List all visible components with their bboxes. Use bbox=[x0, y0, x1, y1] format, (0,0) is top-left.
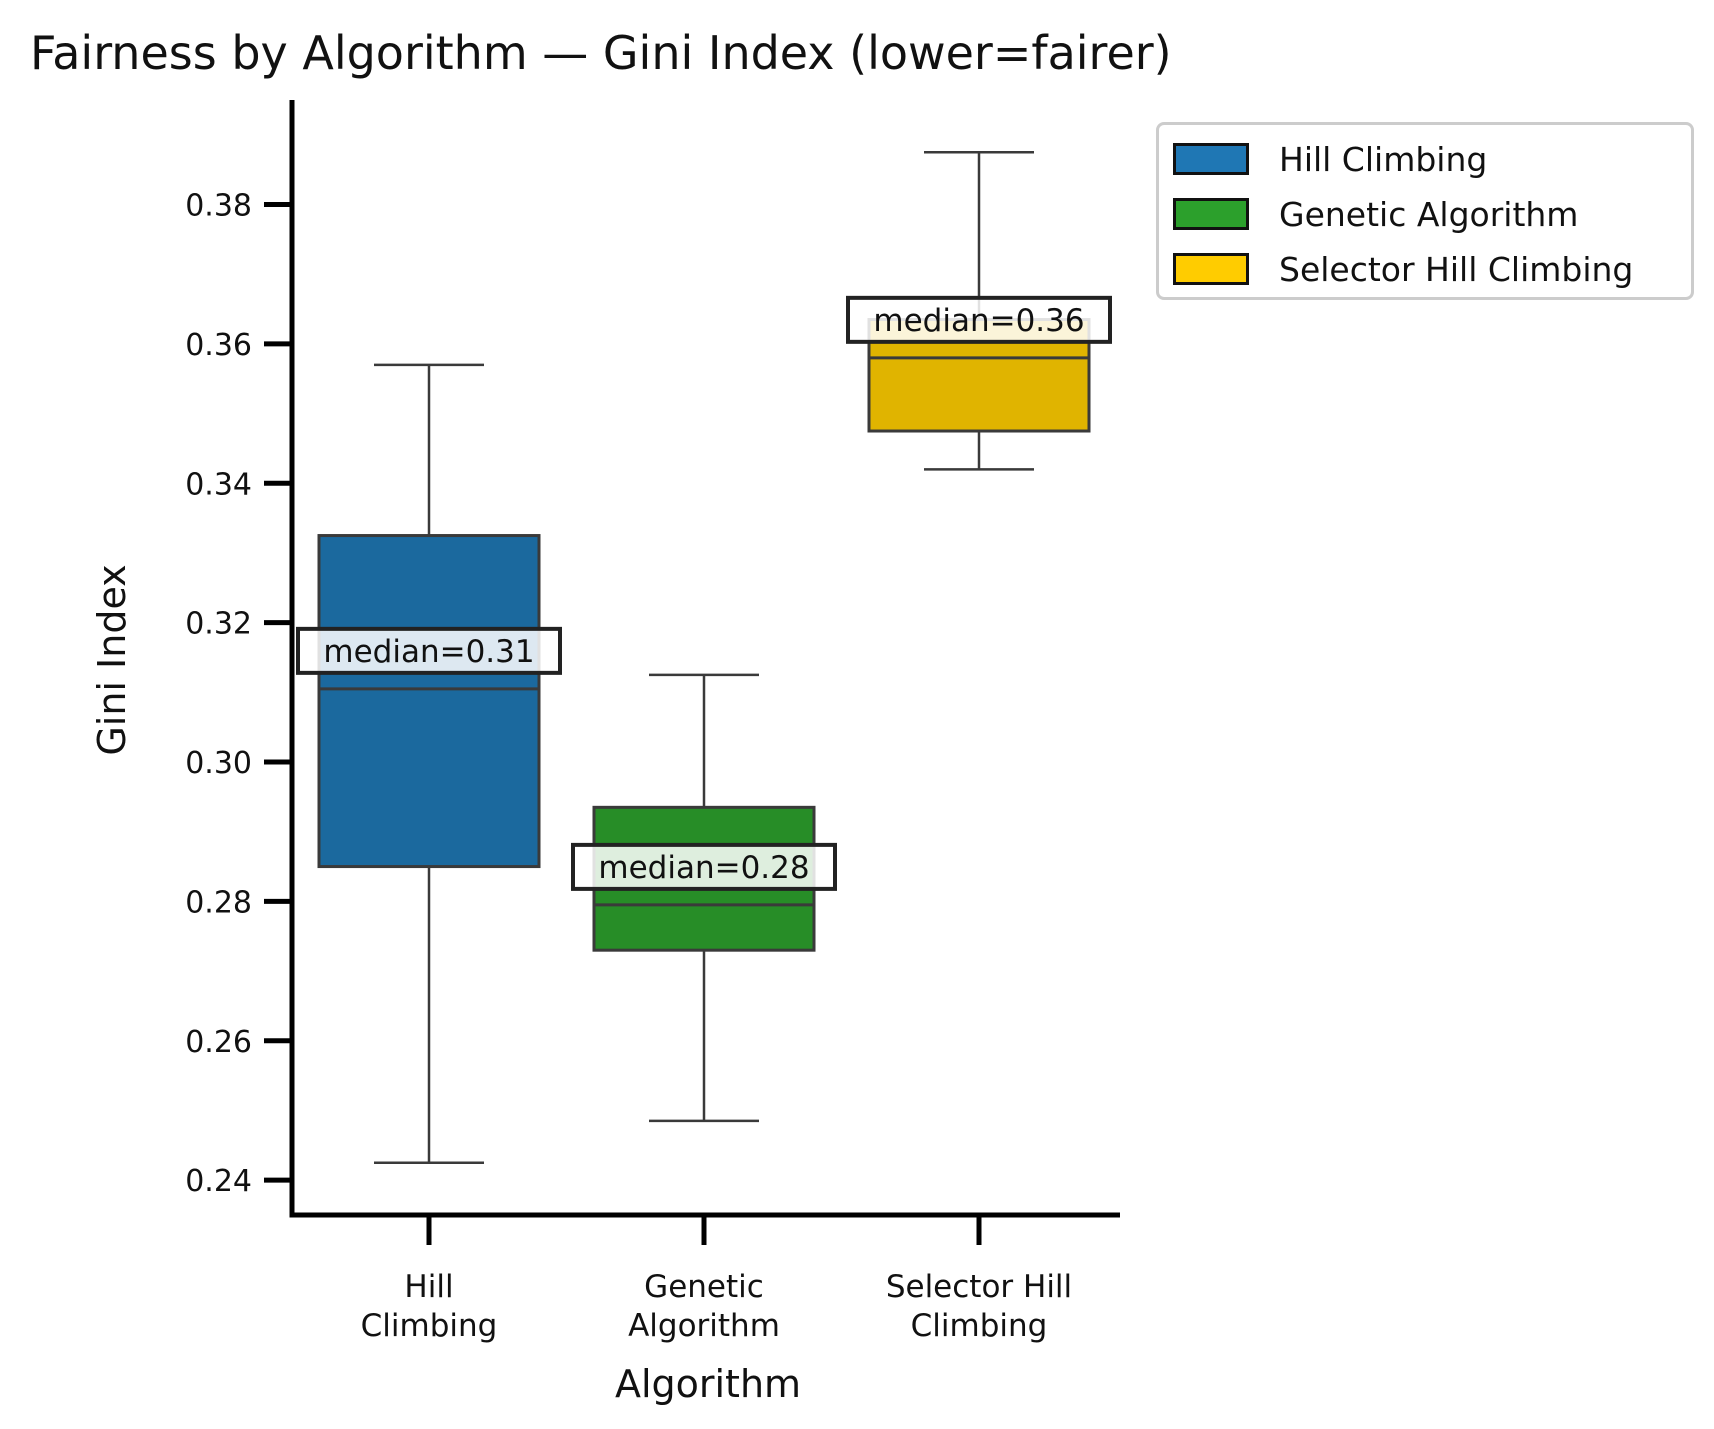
y-tick-label: 0.24 bbox=[185, 1164, 252, 1199]
x-tick-label: Algorithm bbox=[628, 1308, 780, 1344]
median-annotation-box-hill-climbing bbox=[296, 626, 562, 675]
median-annotation-hill-climbing: median=0.31 bbox=[323, 634, 534, 670]
legend-item-selector-hill-climbing: Selector Hill Climbing bbox=[1173, 249, 1633, 289]
x-tick-label: Hill bbox=[404, 1269, 453, 1305]
median-annotation-box-genetic-algorithm bbox=[571, 842, 837, 891]
legend-item-hill-climbing: Hill Climbing bbox=[1173, 139, 1487, 179]
y-tick-label: 0.30 bbox=[185, 746, 252, 781]
x-tick-label: Climbing bbox=[361, 1308, 498, 1344]
x-axis-label: Algorithm bbox=[614, 1362, 802, 1406]
median-annotation-selector-hill-climbing: median=0.36 bbox=[873, 303, 1084, 339]
legend-label: Genetic Algorithm bbox=[1279, 194, 1579, 234]
y-tick-label: 0.36 bbox=[185, 328, 252, 363]
y-tick-label: 0.34 bbox=[185, 467, 252, 502]
legend-label: Selector Hill Climbing bbox=[1279, 249, 1634, 289]
y-axis-label: Gini Index bbox=[90, 564, 134, 756]
y-tick-label: 0.28 bbox=[185, 885, 252, 920]
y-tick-label: 0.38 bbox=[185, 189, 252, 224]
chart-title: Fairness by Algorithm — Gini Index (lowe… bbox=[30, 26, 1172, 80]
box-hill-climbing bbox=[317, 534, 541, 869]
x-tick-label: Selector Hill bbox=[886, 1269, 1072, 1305]
legend-label: Hill Climbing bbox=[1279, 139, 1488, 179]
median-annotation-box-selector-hill-climbing bbox=[846, 295, 1112, 344]
x-tick-label: Genetic bbox=[644, 1269, 764, 1305]
median-annotation-genetic-algorithm: median=0.28 bbox=[598, 850, 809, 886]
legend-swatch-genetic-algorithm bbox=[1173, 198, 1249, 230]
legend: Hill Climbing Genetic Algorithm Selector… bbox=[1156, 122, 1694, 300]
x-tick-label: Climbing bbox=[911, 1308, 1048, 1344]
legend-swatch-hill-climbing bbox=[1173, 143, 1249, 175]
legend-swatch-selector-hill-climbing bbox=[1173, 253, 1249, 285]
y-tick-label: 0.32 bbox=[185, 607, 252, 642]
legend-item-genetic-algorithm: Genetic Algorithm bbox=[1173, 194, 1578, 234]
y-tick-label: 0.26 bbox=[185, 1025, 252, 1060]
